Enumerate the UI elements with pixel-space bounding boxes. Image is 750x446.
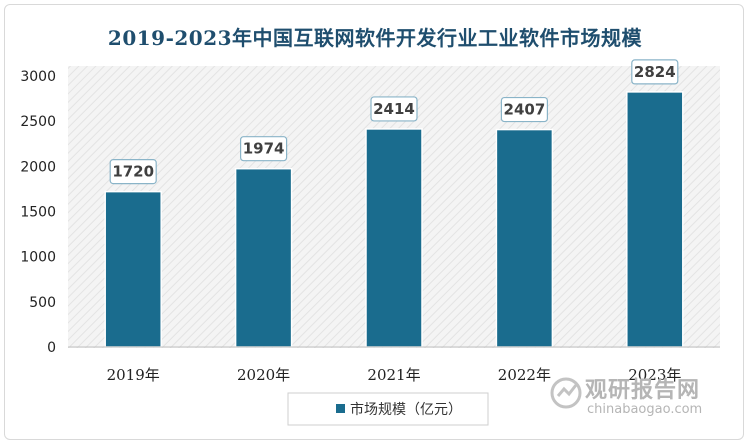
bar bbox=[495, 128, 554, 348]
chart-title: 2019-2023年中国互联网软件开发行业工业软件市场规模 bbox=[107, 26, 643, 50]
data-label-box bbox=[500, 96, 548, 123]
data-label-box bbox=[109, 159, 157, 185]
y-tick-label: 1000 bbox=[20, 250, 56, 266]
data-label: 1720 bbox=[112, 163, 154, 181]
y-tick-label: 3000 bbox=[20, 69, 56, 85]
data-label: 2407 bbox=[504, 101, 546, 119]
data-label: 1974 bbox=[243, 140, 285, 158]
y-tick-label: 500 bbox=[29, 295, 56, 311]
y-tick-label: 0 bbox=[47, 340, 56, 356]
legend-box bbox=[287, 392, 489, 426]
x-tick-label: 2021年 bbox=[367, 366, 420, 384]
data-label-box bbox=[631, 59, 679, 85]
y-tick-label: 2000 bbox=[20, 159, 56, 175]
x-tick-label: 2020年 bbox=[237, 366, 290, 384]
data-label: 2824 bbox=[634, 63, 676, 81]
y-axis: 0 500 1000 1500 2000 2500 3000 bbox=[20, 69, 56, 356]
data-label-box bbox=[370, 96, 418, 122]
watermark-en: chinabaogao.com bbox=[587, 402, 703, 417]
x-tick-label: 2023年 bbox=[628, 366, 681, 384]
y-tick-label: 2500 bbox=[20, 114, 56, 130]
data-label: 2414 bbox=[373, 100, 415, 118]
bar bbox=[365, 128, 423, 348]
watermark-cn: 观研报告网 bbox=[585, 378, 701, 403]
bar bbox=[104, 190, 162, 348]
y-tick-label: 1500 bbox=[20, 205, 56, 221]
x-tick-label: 2019年 bbox=[107, 366, 160, 384]
legend: 市场规模（亿元） bbox=[287, 392, 489, 426]
data-label-box bbox=[240, 136, 288, 162]
legend-label: 市场规模（亿元） bbox=[350, 401, 462, 418]
bar bbox=[234, 167, 293, 348]
bar bbox=[626, 91, 684, 348]
legend-swatch bbox=[336, 404, 345, 413]
bar-series: 1720 1974 2414 2407 2824 bbox=[104, 59, 684, 348]
watermark: 观研报告网 chinabaogao.com bbox=[545, 370, 745, 430]
watermark-logo-icon bbox=[550, 377, 582, 409]
x-axis: 2019年 2020年 2021年 2022年 2023年 bbox=[68, 346, 720, 384]
x-tick-label: 2022年 bbox=[498, 366, 551, 384]
